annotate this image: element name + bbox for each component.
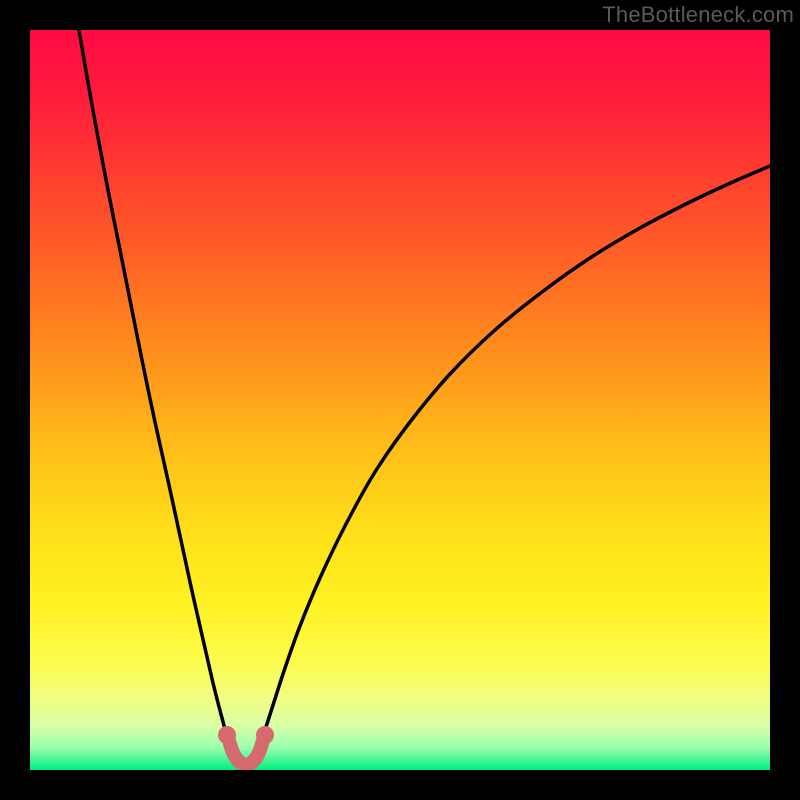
trough-endpoint-dot: [256, 726, 274, 744]
plot-area: [30, 30, 770, 770]
chart-container: TheBottleneck.com: [0, 0, 800, 800]
watermark-text: TheBottleneck.com: [602, 2, 794, 28]
trough-endpoint-dot: [218, 726, 236, 744]
gradient-background: [30, 30, 770, 770]
bottleneck-curve-chart: [30, 30, 770, 770]
